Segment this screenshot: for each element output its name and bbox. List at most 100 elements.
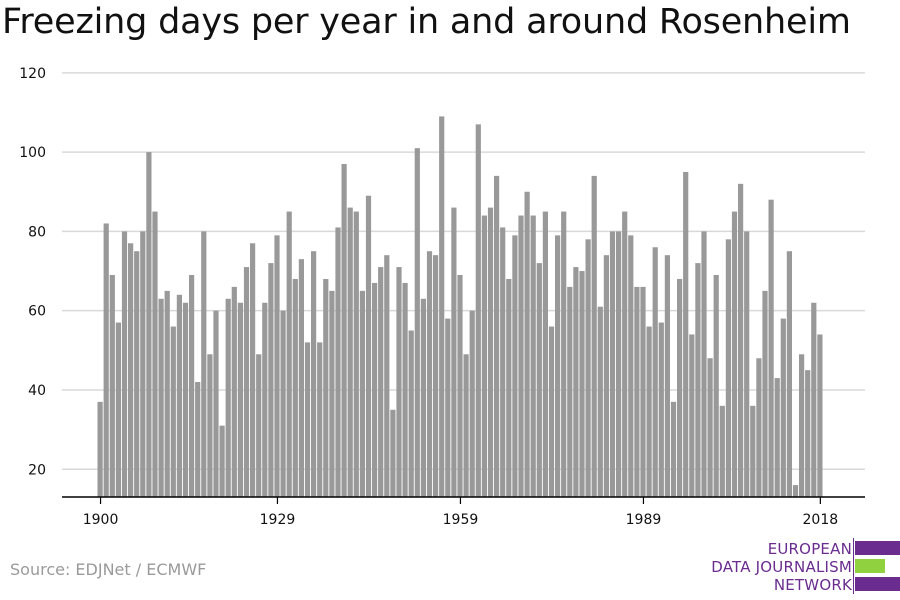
bar-1986 xyxy=(622,211,628,498)
bar-1991 xyxy=(652,247,658,497)
bar-1901 xyxy=(103,223,109,497)
bar-1913 xyxy=(176,294,182,497)
y-tick-label-120: 120 xyxy=(19,66,46,82)
bar-1941 xyxy=(347,207,353,497)
bar-1958 xyxy=(451,207,457,497)
bar-2015 xyxy=(799,354,805,497)
bar-1954 xyxy=(426,251,433,497)
bar-1980 xyxy=(585,239,591,498)
bar-1919 xyxy=(213,310,219,497)
bar-1990 xyxy=(646,326,652,497)
bar-1974 xyxy=(548,326,555,497)
bar-1933 xyxy=(298,259,304,497)
bar-1916 xyxy=(195,382,201,497)
bar-1906 xyxy=(134,251,140,497)
bar-2005 xyxy=(738,183,744,498)
logo-divider xyxy=(853,538,854,594)
x-tick-label-2018: 2018 xyxy=(803,512,839,528)
chart-title: Freezing days per year in and around Ros… xyxy=(2,2,851,42)
bar-1918 xyxy=(207,354,213,497)
bar-1905 xyxy=(128,243,134,497)
bar-1948 xyxy=(390,409,396,497)
bar-1993 xyxy=(664,255,670,497)
bar-1936 xyxy=(317,342,323,497)
bar-1940 xyxy=(341,164,347,497)
bar-1931 xyxy=(286,211,292,498)
y-tick-labels: 20 40 60 80 100 120 xyxy=(19,66,46,478)
bar-1943 xyxy=(359,290,365,497)
bar-1925 xyxy=(250,243,256,497)
bar-1987 xyxy=(628,235,634,497)
bar-2013 xyxy=(786,251,792,497)
bar-1903 xyxy=(115,322,121,497)
bar-1914 xyxy=(182,302,189,497)
bar-2011 xyxy=(774,378,780,497)
bar-1985 xyxy=(616,231,622,497)
y-tick-label-20: 20 xyxy=(28,462,46,478)
bar-2006 xyxy=(744,231,750,497)
bar-1942 xyxy=(353,211,359,498)
bars xyxy=(97,116,823,498)
bar-1939 xyxy=(335,227,341,497)
bar-1996 xyxy=(683,171,689,497)
bar-2000 xyxy=(707,358,713,497)
bar-1975 xyxy=(555,235,561,497)
bar-1927 xyxy=(262,302,268,497)
bar-1909 xyxy=(152,211,158,498)
bar-1961 xyxy=(469,310,475,497)
x-tick-label-1989: 1989 xyxy=(626,512,662,528)
logo-stripe-bottom xyxy=(855,577,900,591)
bar-1929 xyxy=(274,235,280,497)
bar-1900 xyxy=(97,401,103,497)
bar-1930 xyxy=(280,310,286,497)
bar-2016 xyxy=(805,370,811,497)
bar-1989 xyxy=(640,286,646,497)
bar-1945 xyxy=(372,282,378,497)
bar-1965 xyxy=(494,175,500,497)
bar-1956 xyxy=(439,116,445,497)
bar-2010 xyxy=(768,199,774,497)
x-tick-label-1959: 1959 xyxy=(443,512,479,528)
bar-1967 xyxy=(506,278,512,497)
y-tick-label-60: 60 xyxy=(28,304,46,320)
bar-1976 xyxy=(561,211,567,498)
bar-1982 xyxy=(597,306,603,497)
logo-line-2: DATA JOURNALISM xyxy=(711,558,852,576)
bar-1962 xyxy=(475,124,481,497)
x-tick-label-1929: 1929 xyxy=(260,512,296,528)
bar-1984 xyxy=(609,231,616,497)
bar-1904 xyxy=(121,231,128,497)
bar-1922 xyxy=(231,286,237,497)
bar-1902 xyxy=(109,275,115,497)
logo-stripe-top xyxy=(855,541,900,555)
bar-1973 xyxy=(542,211,548,498)
bar-1952 xyxy=(414,148,420,497)
x-tick-labels: 1900 1929 1959 1989 2018 xyxy=(83,512,838,528)
bar-1972 xyxy=(536,263,542,497)
bar-2009 xyxy=(762,290,768,497)
bar-1969 xyxy=(518,215,524,498)
edjnet-logo: EUROPEAN DATA JOURNALISM NETWORK xyxy=(700,538,900,594)
bar-1998 xyxy=(695,263,701,497)
bar-1947 xyxy=(384,255,390,497)
logo-line-1: EUROPEAN xyxy=(767,540,852,558)
bar-1950 xyxy=(402,282,408,497)
bar-1959 xyxy=(457,275,463,497)
bar-2008 xyxy=(756,358,762,497)
bar-2017 xyxy=(811,302,817,497)
bar-1978 xyxy=(573,267,579,497)
bar-1955 xyxy=(433,255,439,497)
bar-1963 xyxy=(481,215,487,498)
bar-1960 xyxy=(463,354,469,497)
bar-1951 xyxy=(408,330,414,497)
bar-1908 xyxy=(146,152,152,497)
source-note: Source: EDJNet / ECMWF xyxy=(10,560,207,579)
bar-2018 xyxy=(817,334,823,497)
bar-1949 xyxy=(396,267,402,497)
bar-1977 xyxy=(567,286,573,497)
bar-1997 xyxy=(689,334,695,497)
y-tick-label-40: 40 xyxy=(28,383,46,399)
bar-2003 xyxy=(725,239,731,498)
bar-1915 xyxy=(189,275,195,497)
bar-1966 xyxy=(500,227,506,497)
